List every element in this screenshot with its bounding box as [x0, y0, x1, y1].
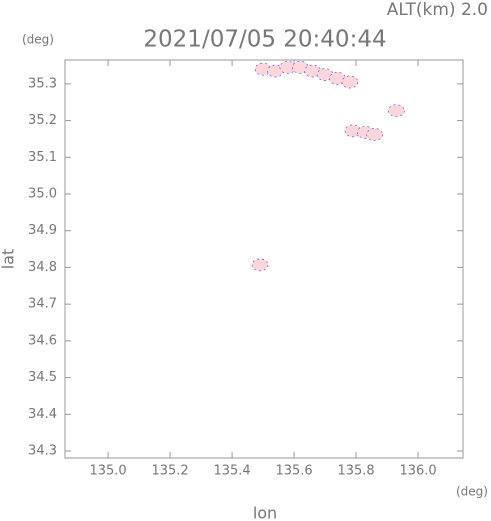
y-tick-label: 34.5 — [28, 370, 57, 385]
echo-cell — [341, 75, 359, 89]
echo-cell — [251, 258, 269, 272]
x-unit: (deg) — [456, 485, 488, 499]
y-tick-label: 35.0 — [28, 187, 57, 202]
y-tick-label: 34.6 — [28, 333, 57, 348]
x-tick-label: 135.2 — [151, 464, 188, 479]
x-tick-label: 135.4 — [213, 464, 250, 479]
x-tick-label: 135.6 — [275, 464, 312, 479]
y-tick-label: 35.1 — [28, 150, 57, 165]
x-tick-label: 135.8 — [337, 464, 374, 479]
y-tick-label: 34.9 — [28, 223, 57, 238]
x-axis-label: lon — [253, 504, 277, 521]
y-tick-label: 35.3 — [28, 76, 57, 91]
echo-cell — [388, 104, 405, 117]
y-unit: (deg) — [22, 33, 54, 47]
chart-subtitle: ALT(km) 2.0 — [387, 0, 488, 20]
echo-cell — [366, 128, 383, 141]
y-tick-label: 34.3 — [28, 444, 57, 459]
x-tick-label: 136.0 — [399, 464, 436, 479]
plot-frame — [64, 59, 464, 459]
chart-title: 2021/07/05 20:40:44 — [143, 27, 386, 53]
x-tick-label: 135.0 — [89, 464, 126, 479]
y-tick-label: 34.8 — [28, 260, 57, 275]
y-tick-label: 35.2 — [28, 113, 57, 128]
y-tick-label: 34.4 — [28, 407, 57, 422]
y-axis-label: lat — [0, 249, 18, 270]
y-tick-label: 34.7 — [28, 297, 57, 312]
